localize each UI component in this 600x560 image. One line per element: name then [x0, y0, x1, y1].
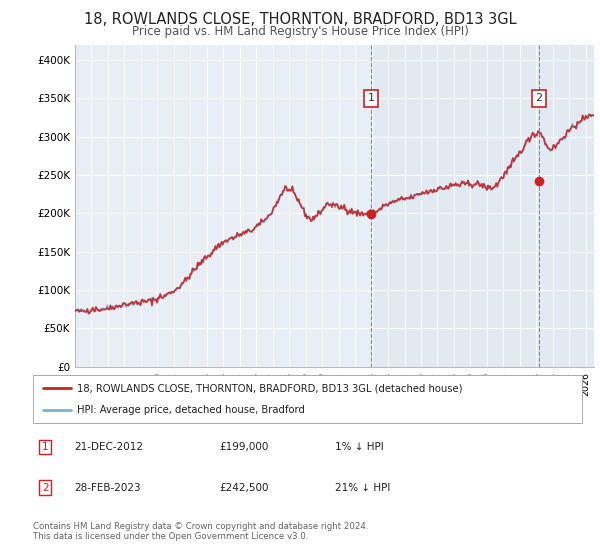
Text: Contains HM Land Registry data © Crown copyright and database right 2024.
This d: Contains HM Land Registry data © Crown c… [33, 522, 368, 542]
Text: 21-DEC-2012: 21-DEC-2012 [74, 442, 143, 452]
Text: 21% ↓ HPI: 21% ↓ HPI [335, 483, 391, 492]
Text: 18, ROWLANDS CLOSE, THORNTON, BRADFORD, BD13 3GL (detached house): 18, ROWLANDS CLOSE, THORNTON, BRADFORD, … [77, 383, 463, 393]
Text: 2: 2 [535, 94, 542, 104]
Text: £199,000: £199,000 [220, 442, 269, 452]
Text: 1% ↓ HPI: 1% ↓ HPI [335, 442, 384, 452]
Text: £242,500: £242,500 [220, 483, 269, 492]
Text: 2: 2 [42, 483, 49, 492]
Bar [371, 45, 594, 367]
Text: Price paid vs. HM Land Registry's House Price Index (HPI): Price paid vs. HM Land Registry's House … [131, 25, 469, 38]
Text: 28-FEB-2023: 28-FEB-2023 [74, 483, 141, 492]
Text: 18, ROWLANDS CLOSE, THORNTON, BRADFORD, BD13 3GL: 18, ROWLANDS CLOSE, THORNTON, BRADFORD, … [83, 12, 517, 27]
Text: 1: 1 [42, 442, 49, 452]
Text: 1: 1 [368, 94, 374, 104]
Text: HPI: Average price, detached house, Bradford: HPI: Average price, detached house, Brad… [77, 405, 305, 415]
